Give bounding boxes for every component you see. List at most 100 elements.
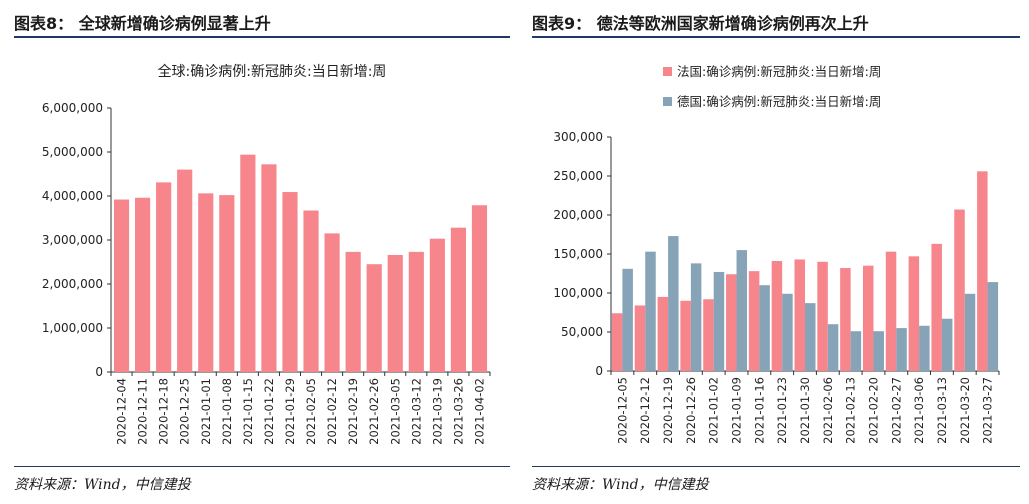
right-bar xyxy=(919,325,930,371)
right-bar xyxy=(885,251,897,371)
left-x-tick-label: 2021-02-19 xyxy=(346,378,360,445)
left-x-tick-label: 2021-01-01 xyxy=(199,378,213,445)
right-legend-label: 德国:确诊病例:新冠肺炎:当日新增:周 xyxy=(677,94,881,109)
right-bar xyxy=(840,268,851,371)
left-footer-rule xyxy=(14,466,510,467)
left-x-tick-label: 2021-01-22 xyxy=(262,378,276,445)
left-bar xyxy=(345,251,361,372)
left-x-tick-label: 2021-02-26 xyxy=(367,378,381,445)
right-bar xyxy=(736,250,748,371)
right-bar xyxy=(713,271,725,371)
right-x-tick-label: 2021-01-16 xyxy=(752,377,766,444)
right-y-tick-label: 0 xyxy=(595,364,603,378)
right-bar xyxy=(817,261,828,371)
europe-cases-chart: 法国:确诊病例:新冠肺炎:当日新增:周德国:确诊病例:新冠肺炎:当日新增:周 0 5… xyxy=(553,64,1000,444)
left-x-tick-label: 2020-12-18 xyxy=(157,378,171,445)
right-bar xyxy=(726,274,737,371)
right-bar xyxy=(771,261,783,371)
right-x-tick-label: 2021-02-27 xyxy=(889,377,903,444)
right-bar xyxy=(977,171,988,371)
right-bar xyxy=(931,243,942,371)
left-x-tick-label: 2020-12-25 xyxy=(178,378,192,445)
left-x-tick-label: 2021-03-05 xyxy=(388,378,402,445)
right-bar xyxy=(862,265,874,371)
right-x-tick-label: 2021-03-20 xyxy=(958,377,972,444)
right-x-tick-label: 2021-02-13 xyxy=(844,377,858,444)
right-footer-rule xyxy=(532,466,1020,467)
right-figure-title: 图表9： 德法等欧洲国家新增确诊病例再次上升 xyxy=(532,14,869,33)
right-bar xyxy=(987,282,999,371)
left-y-tick-label: 3,000,000 xyxy=(42,233,103,247)
right-x-tick-label: 2021-01-23 xyxy=(775,377,789,444)
right-bar xyxy=(611,313,623,371)
left-bar xyxy=(177,169,193,372)
right-bar xyxy=(805,303,816,371)
right-bar xyxy=(873,331,884,371)
right-x-tick-label: 2020-12-12 xyxy=(638,377,652,444)
right-y-tick-label: 300,000 xyxy=(553,130,603,144)
right-x-tick-label: 2021-01-02 xyxy=(707,377,721,444)
right-bar xyxy=(680,300,691,371)
left-bar xyxy=(471,205,488,372)
left-bar xyxy=(303,210,319,372)
left-y-tick-label: 1,000,000 xyxy=(42,321,103,335)
left-x-tick-label: 2021-04-02 xyxy=(472,378,486,445)
left-x-tick-label: 2020-12-11 xyxy=(136,378,150,445)
left-x-tick-label: 2021-01-15 xyxy=(241,378,255,445)
right-bar xyxy=(748,271,760,371)
right-x-tick-label: 2021-03-27 xyxy=(981,377,995,444)
left-source-note: 资料来源：Wind，中信建投 xyxy=(14,477,191,493)
left-x-tick-label: 2021-01-08 xyxy=(220,378,234,445)
global-cases-chart: 全球:确诊病例:新冠肺炎:当日新增:周 0 1,000,000 2,000,000 3,… xyxy=(42,63,491,445)
right-bar xyxy=(645,251,656,371)
left-y-tick-label: 6,000,000 xyxy=(42,101,103,115)
right-bar xyxy=(954,209,965,371)
right-bar xyxy=(850,331,862,371)
right-bar xyxy=(782,293,793,371)
left-x-tick-label: 2021-03-19 xyxy=(430,378,444,445)
left-bar xyxy=(450,227,466,372)
left-bar xyxy=(387,254,403,372)
left-bar xyxy=(261,164,277,372)
right-y-tick-label: 50,000 xyxy=(561,325,603,339)
right-bar xyxy=(657,296,669,371)
right-bar xyxy=(759,285,770,371)
left-bar xyxy=(113,199,130,372)
right-bar xyxy=(668,236,679,371)
left-bar xyxy=(324,233,340,372)
left-x-tick-label: 2020-12-04 xyxy=(115,378,129,445)
left-bar xyxy=(135,197,151,372)
left-x-tick-label: 2021-02-12 xyxy=(325,378,339,445)
right-bar xyxy=(622,268,633,371)
right-y-tick-label: 250,000 xyxy=(553,169,603,183)
right-bar xyxy=(941,318,953,371)
left-bar xyxy=(366,264,382,372)
right-bar xyxy=(896,328,907,371)
left-figure-title: 图表8： 全球新增确诊病例显著上升 xyxy=(14,14,271,33)
left-y-tick-label: 4,000,000 xyxy=(42,189,103,203)
right-bar xyxy=(634,305,646,371)
right-legend-label: 法国:确诊病例:新冠肺炎:当日新增:周 xyxy=(677,64,881,79)
right-bar xyxy=(827,324,839,371)
right-x-tick-label: 2020-12-05 xyxy=(615,377,629,444)
left-bar xyxy=(282,192,298,372)
left-bar xyxy=(219,195,235,372)
right-title-rule xyxy=(532,36,1020,38)
left-bar xyxy=(198,193,214,372)
right-bar xyxy=(908,256,920,371)
right-x-tick-label: 2021-02-20 xyxy=(866,377,880,444)
left-bar xyxy=(156,182,172,372)
left-x-tick-label: 2021-02-05 xyxy=(304,378,318,445)
left-y-tick-label: 2,000,000 xyxy=(42,277,103,291)
right-x-tick-label: 2021-01-09 xyxy=(730,377,744,444)
right-y-tick-label: 200,000 xyxy=(553,208,603,222)
left-bar xyxy=(240,154,256,372)
left-x-tick-label: 2021-03-26 xyxy=(451,378,465,445)
right-bar xyxy=(690,263,702,371)
left-title-rule xyxy=(14,36,510,38)
right-x-tick-label: 2021-03-06 xyxy=(912,377,926,444)
left-chart-title: 全球:确诊病例:新冠肺炎:当日新增:周 xyxy=(158,63,387,80)
left-bar xyxy=(429,238,445,372)
right-x-tick-label: 2021-01-30 xyxy=(798,377,812,444)
left-x-tick-label: 2021-01-29 xyxy=(283,378,297,445)
